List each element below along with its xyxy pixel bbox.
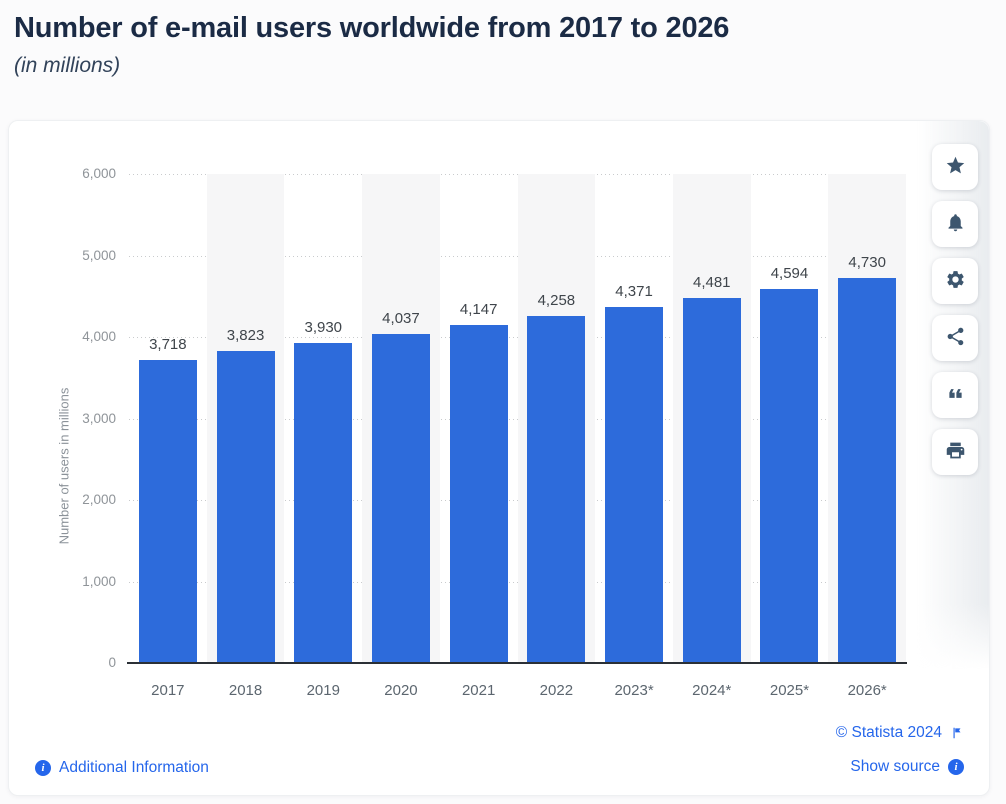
chart-column-2020: 4,037 2020 (362, 174, 440, 699)
info-icon: i (948, 759, 964, 775)
bar-2021[interactable] (449, 325, 508, 663)
x-tick-label: 2026* (847, 682, 887, 699)
x-tick-label: 2024* (692, 682, 732, 699)
settings-button[interactable] (932, 258, 978, 304)
show-source-label: Show source (850, 758, 940, 775)
chart-column-2021: 4,147 2021 (440, 174, 518, 699)
alert-button[interactable] (932, 201, 978, 247)
bar-2025*[interactable] (760, 289, 819, 663)
bar-2022[interactable] (527, 316, 586, 663)
bar-value-label: 3,823 (226, 327, 265, 344)
chart-column-2022: 4,258 2022 (517, 174, 596, 699)
bar-2023*[interactable] (605, 307, 664, 663)
chart-column-2025*: 4,594 2025* (751, 174, 829, 699)
bar-2018[interactable] (216, 351, 275, 663)
bar-value-label: 4,730 (848, 254, 886, 271)
chart-column-2018: 3,823 2018 (206, 174, 285, 699)
chart-column-2019: 3,930 2019 (284, 174, 362, 699)
printer-icon (945, 440, 966, 464)
statista-copyright-link[interactable]: © Statista 2024 (836, 722, 964, 744)
gear-icon (945, 269, 966, 293)
y-tick-label: 5,000 (82, 247, 116, 263)
favorite-button[interactable] (932, 144, 978, 190)
bar-2017[interactable] (138, 360, 197, 663)
x-axis-line (127, 662, 907, 664)
y-axis-tick-labels: 0 1,000 2,000 3,000 4,000 5,000 6,000 (9, 121, 116, 795)
y-tick-label: 6,000 (82, 166, 116, 181)
bar-value-label: 4,258 (537, 292, 576, 309)
additional-information-label: Additional Information (59, 759, 209, 776)
bell-icon (945, 212, 966, 236)
bar-2020[interactable] (371, 334, 430, 663)
y-tick-label: 2,000 (82, 492, 116, 507)
bar-value-label: 4,147 (459, 301, 498, 318)
y-tick-label: 4,000 (82, 329, 116, 344)
chart-column-2024*: 4,481 2024* (672, 174, 751, 699)
x-tick-label: 2020 (384, 682, 418, 699)
gridline-6000 (129, 174, 906, 175)
bar-value-label: 4,481 (692, 274, 731, 291)
share-icon (945, 326, 966, 350)
y-tick-label: 1,000 (82, 573, 116, 589)
bar-value-label: 4,037 (382, 310, 420, 327)
x-tick-label: 2019 (306, 682, 340, 699)
y-tick-label: 0 (108, 655, 116, 670)
gridline-2000 (129, 500, 906, 501)
bar-2026*[interactable] (838, 278, 897, 663)
chart-column-2017: 3,718 2017 (129, 174, 207, 699)
copyright-row: © Statista 2024 (836, 722, 964, 744)
share-button[interactable] (932, 315, 978, 361)
show-source-row: Show source i (850, 756, 964, 778)
chart-column-2023*: 4,371 2023* (595, 174, 673, 699)
x-tick-label: 2025* (769, 682, 810, 699)
x-tick-label: 2023* (614, 682, 654, 699)
additional-information-link[interactable]: i Additional Information (35, 757, 209, 779)
chart-toolbar (932, 144, 978, 475)
gridline-1000 (129, 581, 906, 583)
bar-value-label: 3,930 (304, 319, 343, 336)
quote-icon (945, 383, 966, 407)
bar-value-label: 4,594 (770, 265, 809, 282)
bar-2019[interactable] (294, 343, 353, 663)
chart-columns: 3,718 2017 3,823 2018 3,930 2019 4,037 2020 4,14… (129, 174, 907, 699)
chart-card: Number of users in millions 0 1,000 2,000 3… (8, 120, 990, 796)
flag-icon (950, 725, 964, 741)
print-button[interactable] (932, 429, 978, 475)
gridline-4000 (129, 337, 906, 338)
bar-chart-plot: 3,718 2017 3,823 2018 3,930 2019 4,037 2020 4,14… (127, 174, 907, 699)
bar-value-label: 4,371 (615, 283, 653, 300)
gridline-5000 (129, 255, 906, 257)
page-subtitle: (in millions) (14, 54, 121, 78)
bar-value-label: 3,718 (149, 336, 187, 353)
bar-2024*[interactable] (682, 298, 741, 663)
additional-information-row: i Additional Information (35, 756, 209, 778)
x-tick-label: 2022 (539, 682, 574, 699)
gridline-3000 (129, 418, 906, 420)
page-header: Number of e-mail users worldwide from 20… (14, 10, 992, 78)
page-title: Number of e-mail users worldwide from 20… (14, 12, 730, 44)
star-icon (945, 155, 966, 179)
y-tick-label: 3,000 (82, 410, 116, 426)
chart-column-2026*: 4,730 2026* (828, 174, 907, 699)
info-icon: i (35, 760, 51, 776)
x-tick-label: 2018 (228, 682, 263, 699)
x-tick-label: 2017 (151, 682, 185, 699)
show-source-link[interactable]: Show source i (850, 756, 964, 778)
cite-button[interactable] (932, 372, 978, 418)
x-tick-label: 2021 (461, 682, 496, 699)
copyright-label: © Statista 2024 (835, 724, 942, 741)
